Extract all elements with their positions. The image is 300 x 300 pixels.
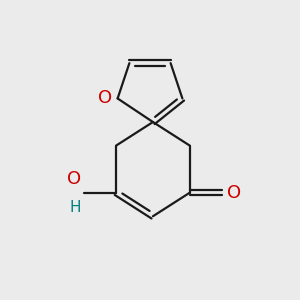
Text: H: H [69,200,81,215]
Text: O: O [98,89,112,107]
Text: O: O [67,170,81,188]
Text: O: O [227,184,242,202]
